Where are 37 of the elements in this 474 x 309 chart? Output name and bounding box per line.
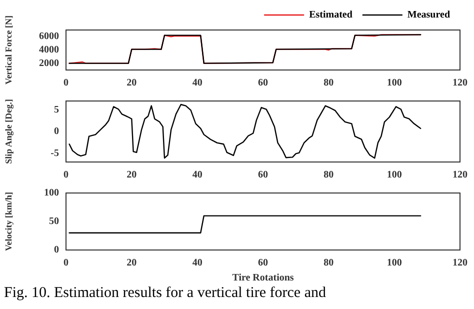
y-tick-label: 0 — [54, 126, 59, 138]
legend-label: Measured — [407, 10, 450, 21]
x-tick-label: 20 — [126, 170, 137, 181]
x-tick-label: 80 — [324, 78, 334, 89]
x-tick-label: 120 — [452, 258, 468, 269]
x-tick-label: 60 — [258, 78, 268, 89]
x-tick-label: 40 — [192, 258, 202, 269]
x-tick-label: 120 — [452, 78, 468, 89]
x-tick-label: 100 — [386, 78, 402, 89]
y-axis-title: Velocity [km/h] — [4, 192, 14, 251]
y-tick-label: 5 — [54, 104, 59, 116]
y-tick-label: 2000 — [39, 58, 59, 69]
x-tick-label: 0 — [64, 78, 68, 89]
legend-label: Estimated — [309, 10, 353, 21]
y-tick-label: 4000 — [39, 44, 59, 56]
caption: Fig. 10. Estimation results for a vertical tire force and — [3, 284, 327, 302]
x-tick-label: 20 — [126, 78, 137, 89]
x-tick-label: 40 — [192, 170, 202, 181]
x-tick-label: 80 — [324, 170, 334, 181]
x-tick-label: 60 — [258, 258, 268, 269]
y-tick-label: 0 — [54, 244, 59, 256]
x-tick-label: 80 — [324, 258, 334, 269]
x-tick-label: 100 — [386, 258, 402, 269]
x-tick-label: 40 — [192, 78, 202, 89]
x-tick-label: 0 — [64, 170, 68, 181]
x-tick-label: 120 — [452, 170, 468, 181]
y-tick-label: 50 — [49, 216, 59, 228]
x-tick-label: 60 — [258, 170, 268, 181]
y-tick-label: -5 — [50, 148, 59, 159]
x-axis-title: Tire Rotations — [232, 272, 294, 284]
x-tick-label: 0 — [64, 258, 68, 269]
y-axis-title: Slip Angle [Deg.] — [4, 99, 14, 164]
x-tick-label: 100 — [386, 170, 402, 181]
x-tick-label: 20 — [126, 258, 137, 269]
y-tick-label: 6000 — [39, 31, 59, 42]
y-axis-title: Vertical Force [N] — [4, 16, 14, 84]
y-tick-label: 100 — [44, 188, 59, 199]
